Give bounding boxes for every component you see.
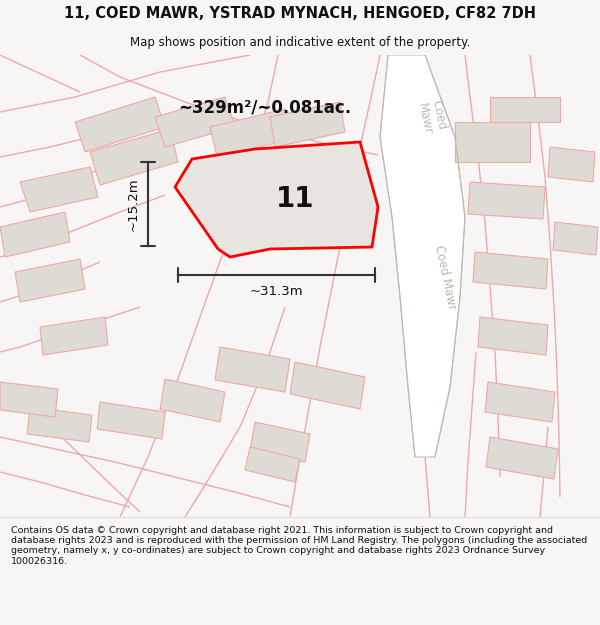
Polygon shape <box>478 317 548 355</box>
Polygon shape <box>15 259 85 302</box>
Polygon shape <box>290 362 365 409</box>
Text: Map shows position and indicative extent of the property.: Map shows position and indicative extent… <box>130 36 470 49</box>
Text: Coed Mawr: Coed Mawr <box>432 243 458 311</box>
Polygon shape <box>90 129 178 185</box>
Polygon shape <box>155 97 235 147</box>
Polygon shape <box>468 182 545 219</box>
Polygon shape <box>27 407 92 442</box>
Text: 11, COED MAWR, YSTRAD MYNACH, HENGOED, CF82 7DH: 11, COED MAWR, YSTRAD MYNACH, HENGOED, C… <box>64 6 536 21</box>
Polygon shape <box>210 109 292 157</box>
Polygon shape <box>548 147 595 182</box>
Polygon shape <box>97 402 165 439</box>
Polygon shape <box>20 167 98 212</box>
Polygon shape <box>485 382 555 422</box>
Text: 11: 11 <box>276 185 314 213</box>
Text: ~329m²/~0.081ac.: ~329m²/~0.081ac. <box>178 99 352 117</box>
Polygon shape <box>40 317 108 355</box>
Polygon shape <box>270 102 345 147</box>
Polygon shape <box>553 222 598 255</box>
Polygon shape <box>0 212 70 257</box>
Polygon shape <box>455 122 530 162</box>
Text: Contains OS data © Crown copyright and database right 2021. This information is : Contains OS data © Crown copyright and d… <box>11 526 587 566</box>
Polygon shape <box>380 55 465 457</box>
Polygon shape <box>245 447 300 482</box>
Polygon shape <box>75 97 165 152</box>
Text: ~15.2m: ~15.2m <box>127 177 140 231</box>
Text: ~31.3m: ~31.3m <box>250 285 304 298</box>
Text: Coed
Mawr: Coed Mawr <box>415 99 449 136</box>
Polygon shape <box>486 437 558 479</box>
Polygon shape <box>175 142 378 257</box>
Polygon shape <box>250 422 310 462</box>
Polygon shape <box>490 97 560 122</box>
Polygon shape <box>215 347 290 392</box>
Polygon shape <box>473 252 548 289</box>
Polygon shape <box>0 382 58 417</box>
Polygon shape <box>160 379 225 422</box>
